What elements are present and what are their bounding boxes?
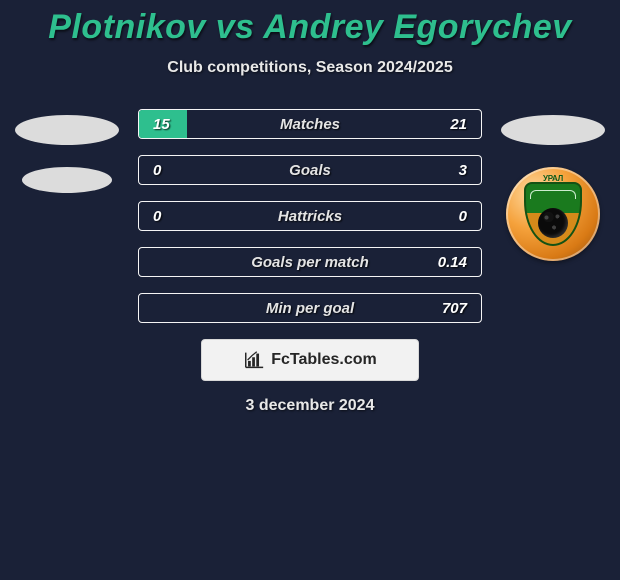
stat-text-row: 0 Hattricks 0 xyxy=(139,208,481,225)
stat-right-value: 21 xyxy=(450,116,467,133)
page-title: Plotnikov vs Andrey Egorychev xyxy=(12,8,608,47)
stat-right-value: 707 xyxy=(442,300,467,317)
generated-date: 3 december 2024 xyxy=(246,397,375,415)
stats-bars: 15 Matches 21 0 Goals 3 0 Hattricks 0 Goals per m… xyxy=(138,109,482,323)
stat-left-value: 0 xyxy=(153,208,161,225)
stat-right-value: 0.14 xyxy=(438,254,467,271)
stat-row: Goals per match 0.14 xyxy=(138,247,482,277)
brand-label: FcTables.com xyxy=(271,351,377,369)
stat-label: Goals per match xyxy=(251,254,369,271)
stat-row: 15 Matches 21 xyxy=(138,109,482,139)
stat-label: Hattricks xyxy=(278,208,342,225)
left-club-logo xyxy=(22,167,112,193)
stat-text-row: Goals per match 0.14 xyxy=(139,254,481,271)
stat-label: Min per goal xyxy=(266,300,354,317)
context-subtitle: Club competitions, Season 2024/2025 xyxy=(12,59,608,77)
left-player-avatar xyxy=(15,115,119,145)
stat-label: Matches xyxy=(280,116,340,133)
comparison-card: Plotnikov vs Andrey Egorychev Club compe… xyxy=(0,0,620,415)
stat-label: Goals xyxy=(289,162,331,179)
right-player-column: УРАЛ xyxy=(498,109,608,261)
stat-row: 0 Goals 3 xyxy=(138,155,482,185)
right-player-avatar xyxy=(501,115,605,145)
stat-right-value: 0 xyxy=(459,208,467,225)
stat-text-row: Min per goal 707 xyxy=(139,300,481,317)
footer: FcTables.com 3 december 2024 xyxy=(12,339,608,415)
shield-icon xyxy=(524,182,582,246)
bars-chart-icon xyxy=(243,349,265,371)
brand-box[interactable]: FcTables.com xyxy=(201,339,419,381)
main-row: 15 Matches 21 0 Goals 3 0 Hattricks 0 Goals per m… xyxy=(12,109,608,323)
stat-right-value: 3 xyxy=(459,162,467,179)
ball-icon xyxy=(538,208,568,238)
stat-left-value: 15 xyxy=(153,116,170,133)
left-player-column xyxy=(12,109,122,193)
stat-text-row: 15 Matches 21 xyxy=(139,116,481,133)
stat-row: Min per goal 707 xyxy=(138,293,482,323)
stat-text-row: 0 Goals 3 xyxy=(139,162,481,179)
right-club-logo: УРАЛ xyxy=(506,167,600,261)
stat-row: 0 Hattricks 0 xyxy=(138,201,482,231)
stat-left-value: 0 xyxy=(153,162,161,179)
